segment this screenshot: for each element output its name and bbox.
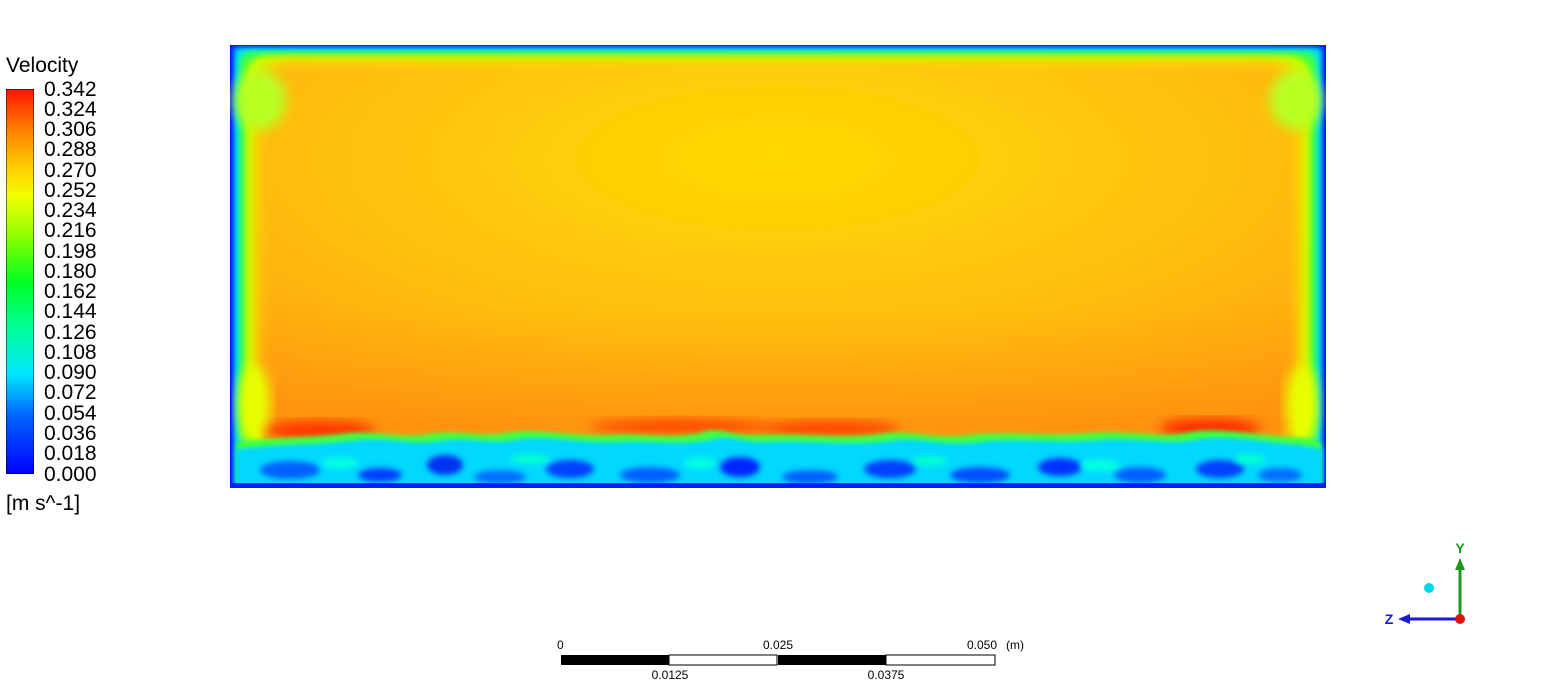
velocity-contour-plot <box>230 45 1326 488</box>
scale-unit: (m) <box>1006 638 1024 652</box>
length-scale-bar: 0 0.025 0.050 (m) 0.0125 0.0375 <box>557 638 1024 682</box>
legend-tick-label: 0.000 <box>44 462 97 486</box>
z-axis-arrowhead <box>1398 614 1410 624</box>
scale-segment-4 <box>885 654 996 666</box>
legend-tick-label: 0.270 <box>44 158 97 182</box>
legend-tick-label: 0.306 <box>44 118 97 142</box>
x-axis-marker <box>1455 614 1465 624</box>
legend-tick-label: 0.126 <box>44 320 97 344</box>
legend-tick-label: 0.234 <box>44 199 97 223</box>
legend-colorbar <box>6 89 34 474</box>
axis-triad: Y Z <box>1385 540 1466 627</box>
scale-segment-2 <box>668 654 778 666</box>
scale-segment-1 <box>561 655 669 665</box>
view-marker-dot <box>1424 583 1434 593</box>
legend-unit: [m s^-1] <box>6 492 81 515</box>
scale-label-0025: 0.025 <box>763 638 793 652</box>
scale-label-00375: 0.0375 <box>868 668 905 682</box>
legend-tick-label: 0.072 <box>44 381 97 405</box>
legend-tick-label: 0.144 <box>44 300 97 324</box>
legend-tick-label: 0.180 <box>44 259 97 283</box>
legend-title: Velocity <box>6 54 79 77</box>
legend-tick-label: 0.324 <box>44 97 97 121</box>
scale-label-0050: 0.050 <box>967 638 997 652</box>
legend-tick-label: 0.342 <box>44 77 97 101</box>
legend-tick-label: 0.162 <box>44 280 97 304</box>
legend-tick-label: 0.252 <box>44 178 97 202</box>
legend-tick-label: 0.090 <box>44 361 97 385</box>
legend-tick-label: 0.288 <box>44 138 97 162</box>
legend-tick-label: 0.018 <box>44 442 97 466</box>
scale-segment-3 <box>778 655 886 665</box>
z-axis-label: Z <box>1385 611 1394 627</box>
legend-tick-label: 0.216 <box>44 219 97 243</box>
y-axis-arrowhead <box>1455 558 1465 570</box>
legend-tick-label: 0.108 <box>44 340 97 364</box>
legend-tick-label: 0.036 <box>44 421 97 445</box>
legend-tick-label: 0.054 <box>44 401 97 425</box>
y-axis-label: Y <box>1455 540 1465 556</box>
legend-tick-label: 0.198 <box>44 239 97 263</box>
scale-label-00125: 0.0125 <box>652 668 689 682</box>
scale-label-0: 0 <box>557 638 564 652</box>
